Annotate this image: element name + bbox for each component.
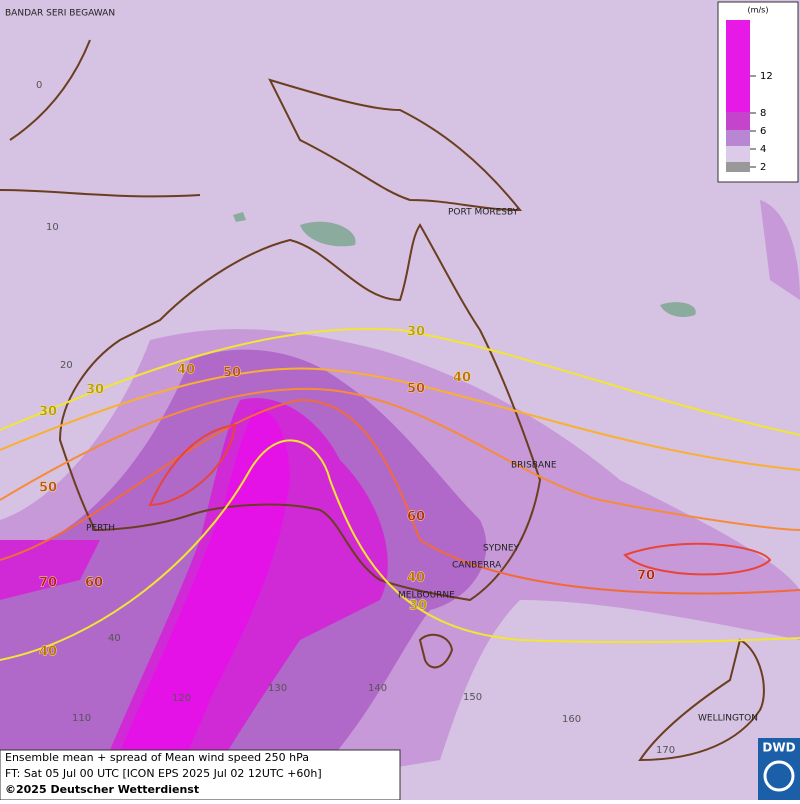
grid-label: 150 [463,692,482,703]
grid-label: 130 [268,683,287,694]
contour-label: 30 [409,599,427,614]
city-label: WELLINGTON [698,714,758,724]
contour-label: 50 [407,382,425,397]
contour-label: 70 [39,576,57,591]
legend: (m/s) [717,1,799,183]
grid-label: 170 [656,745,675,756]
coastlines [0,39,765,762]
contour-label: 60 [407,510,425,525]
city-label: SYDNEY [483,544,520,554]
grid-label: 0 [36,80,42,91]
grid-label: 120 [172,693,191,704]
city-label: PORT MORESBY [448,208,519,218]
contour-label: 30 [39,405,57,420]
city-label: MELBOURNE [398,591,455,601]
spread-areas-12 [100,409,290,800]
contour-label: 50 [39,481,57,496]
legend-unit: (m/s) [748,6,769,15]
footer: Ensemble mean + spread of Mean wind spee… [0,749,401,801]
legend-tick-label: 6 [760,126,766,137]
logo-text: DWD [762,741,795,755]
contours [0,327,800,661]
legend-tick-label: 2 [760,162,766,173]
city-label: BANDAR SERI BEGAWAN [5,9,115,19]
grid-label: 110 [72,713,91,724]
contour-label: 70 [637,569,655,584]
grid-label: 40 [108,633,121,644]
contour-label: 30 [86,383,104,398]
footer-line: FT: Sat 05 Jul 00 UTC [ICON EPS 2025 Jul… [5,767,322,780]
contour-label: 50 [223,366,241,381]
legend-tick-label: 12 [760,71,773,82]
contour-label: 40 [39,645,57,660]
grid-label: 10 [46,222,59,233]
low-wind-areas [233,212,696,317]
legend-tick-label: 4 [760,144,766,155]
contour-label: 30 [407,325,425,340]
legend-tick-label: 8 [760,108,766,119]
logo: DWD [758,738,800,800]
grid-label: 140 [368,683,387,694]
grid-label: 160 [562,714,581,725]
grid-label: 20 [60,360,73,371]
contour-label: 40 [453,371,471,386]
contour-label: 40 [407,571,425,586]
contour-label: 60 [85,576,103,591]
footer-line: Ensemble mean + spread of Mean wind spee… [5,751,309,764]
city-label: BRISBANE [511,461,557,471]
city-label: PERTH [86,524,115,534]
footer-line: ©2025 Deutscher Wetterdienst [5,783,199,796]
contour-label: 40 [177,363,195,378]
city-label: CANBERRA [452,561,502,571]
